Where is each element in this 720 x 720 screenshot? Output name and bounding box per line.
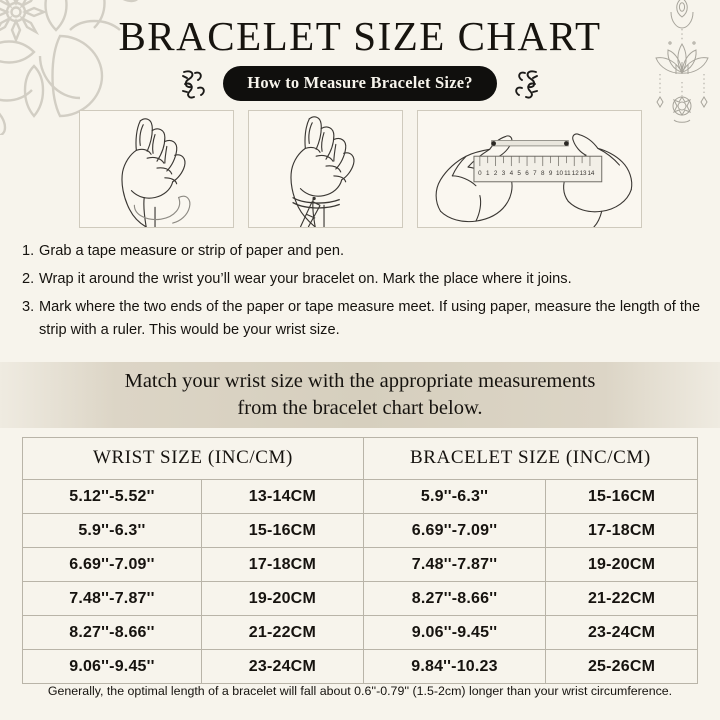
cell-wrist-inch: 9.06''-9.45'' [22,649,202,684]
step-number: 2. [22,271,35,288]
header-wrist-size: WRIST SIZE (INC/CM) [22,437,364,480]
scroll-flourish-left-icon [182,69,206,98]
table-row: 9.06''-9.45'' 23-24CM 9.84''-10.23 25-26… [22,649,698,684]
header-bracelet-size: BRACELET SIZE (INC/CM) [362,437,699,480]
svg-text:7: 7 [533,170,537,177]
step-item: 1. Grab a tape measure or strip of paper… [22,240,702,262]
step-item: 2. Wrap it around the wrist you’ll wear … [22,268,702,290]
cell-wrist-cm: 17-18CM [200,547,364,582]
cell-wrist-inch: 6.69''-7.09'' [22,547,202,582]
hand-fist-with-tape-icon [120,118,190,227]
cell-bracelet-inch: 5.9''-6.3'' [362,479,547,514]
table-row: 7.48''-7.87'' 19-20CM 8.27''-8.66'' 21-2… [22,581,698,616]
table-row: 5.9''-6.3'' 15-16CM 6.69''-7.09'' 17-18C… [22,513,698,548]
cell-wrist-cm: 15-16CM [200,513,364,548]
cell-wrist-cm: 21-22CM [200,615,364,650]
footer-note: Generally, the optimal length of a brace… [47,684,673,698]
cell-bracelet-inch: 7.48''-7.87'' [362,547,547,582]
page-title: BRACELET SIZE CHART [118,13,602,59]
svg-text:4: 4 [509,170,513,177]
banner-line-2: from the bracelet chart below. [237,397,483,419]
svg-text:9: 9 [548,170,552,177]
step-number: 1. [22,243,35,259]
cell-wrist-inch: 5.9''-6.3'' [22,513,202,548]
cell-wrist-cm: 19-20CM [200,581,364,616]
svg-text:10: 10 [555,170,562,177]
banner-text: Match your wrist size with the appropria… [111,368,610,423]
cell-bracelet-inch: 9.84''-10.23 [362,649,547,684]
svg-text:3: 3 [501,170,505,177]
panel-step-1 [78,110,234,228]
how-to-measure-badge: How to Measure Bracelet Size? [223,66,497,101]
step-text: Wrap it around the wrist you’ll wear you… [39,271,572,288]
cell-bracelet-inch: 6.69''-7.09'' [362,513,547,548]
panel-step-2 [247,110,403,228]
svg-text:5: 5 [517,170,521,177]
table-header-row: WRIST SIZE (INC/CM) BRACELET SIZE (INC/C… [22,437,699,480]
table-row: 8.27''-8.66'' 21-22CM 9.06''-9.45'' 23-2… [22,615,698,650]
hand-fist-wrapped-tape-pen-icon [289,116,355,227]
cell-bracelet-cm: 25-26CM [545,649,698,684]
svg-text:2: 2 [493,170,497,177]
svg-text:1: 1 [485,170,489,177]
table-row: 5.12''-5.52'' 13-14CM 5.9''-6.3'' 15-16C… [22,479,698,514]
size-table-body: 5.12''-5.52'' 13-14CM 5.9''-6.3'' 15-16C… [22,479,698,684]
cell-wrist-inch: 8.27''-8.66'' [22,615,202,650]
cell-bracelet-inch: 9.06''-9.45'' [362,615,547,650]
svg-text:12: 12 [571,170,578,177]
svg-text:14: 14 [587,170,594,177]
match-size-banner: Match your wrist size with the appropria… [0,362,720,428]
table-row: 6.69''-7.09'' 17-18CM 7.48''-7.87'' 19-2… [22,547,698,582]
cell-bracelet-cm: 21-22CM [545,581,698,616]
size-table-wrapper: WRIST SIZE (INC/CM) BRACELET SIZE (INC/C… [22,437,699,684]
badge-row: How to Measure Bracelet Size? [0,66,720,101]
step-number: 3. [22,299,35,316]
cell-wrist-cm: 13-14CM [200,479,364,514]
svg-text:8: 8 [541,170,545,177]
measure-steps-list: 1. Grab a tape measure or strip of paper… [22,240,702,347]
cell-bracelet-inch: 8.27''-8.66'' [362,581,547,616]
svg-text:13: 13 [579,170,586,177]
svg-text:11: 11 [564,170,571,177]
step-item: 3. Mark where the two ends of the paper … [22,296,702,340]
cell-bracelet-cm: 23-24CM [545,615,698,650]
cell-wrist-inch: 5.12''-5.52'' [22,479,202,514]
cell-wrist-cm: 23-24CM [200,649,364,684]
cell-bracelet-cm: 19-20CM [545,547,698,582]
cell-bracelet-cm: 15-16CM [545,479,698,514]
banner-line-1: Match your wrist size with the appropria… [124,369,596,392]
cell-wrist-inch: 7.48''-7.87'' [22,581,202,616]
size-table: WRIST SIZE (INC/CM) BRACELET SIZE (INC/C… [22,437,699,684]
svg-text:0: 0 [478,170,482,177]
step-text: Grab a tape measure or strip of paper an… [39,243,345,259]
step-text: Mark where the two ends of the paper or … [39,299,701,338]
cell-bracelet-cm: 17-18CM [545,513,698,548]
svg-text:6: 6 [525,170,529,177]
scroll-flourish-right-icon [514,69,538,98]
